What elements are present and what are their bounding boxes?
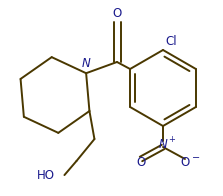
Text: N: N (159, 138, 167, 151)
Text: N: N (82, 57, 91, 70)
Text: O: O (180, 155, 190, 169)
Text: +: + (168, 135, 175, 144)
Text: Cl: Cl (165, 35, 177, 48)
Text: O: O (112, 7, 122, 20)
Text: −: − (192, 153, 200, 163)
Text: O: O (136, 155, 146, 169)
Text: HO: HO (36, 169, 54, 181)
